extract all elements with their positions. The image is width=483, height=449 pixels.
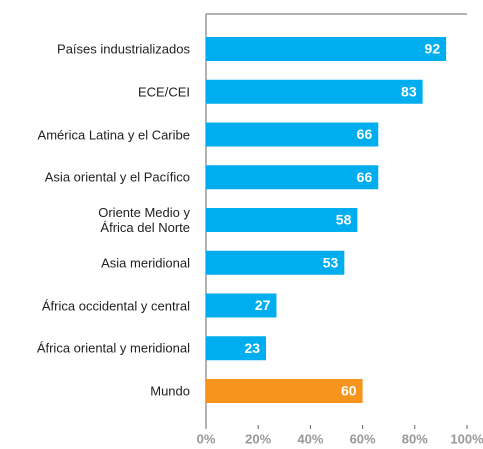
bar <box>206 293 277 318</box>
bar <box>206 250 345 275</box>
category-label: ECE/CEI <box>137 84 190 100</box>
bar <box>206 379 363 403</box>
value-label: 58 <box>336 212 352 228</box>
x-tick-label: 80% <box>402 431 428 446</box>
category-label: África occidental y central <box>41 298 190 313</box>
value-label: 83 <box>401 83 417 99</box>
value-label: 66 <box>357 126 373 142</box>
x-tick-label: 100% <box>450 431 483 446</box>
x-tick-label: 20% <box>245 431 271 446</box>
category-label: Mundo <box>150 383 190 399</box>
category-label: Asia meridional <box>101 255 190 271</box>
value-label: 23 <box>244 340 260 356</box>
bar <box>206 208 358 232</box>
category-label: Países industrializados <box>57 41 190 57</box>
value-label: 27 <box>255 297 271 313</box>
bar <box>206 122 379 147</box>
category-label: Oriente Medio y África del Norte <box>98 205 190 235</box>
bar <box>206 37 447 61</box>
x-tick-label: 0% <box>197 431 216 446</box>
bar <box>206 165 379 190</box>
value-label: 53 <box>323 254 339 270</box>
value-label: 92 <box>425 41 441 57</box>
bar <box>206 336 267 361</box>
bar <box>206 79 423 104</box>
category-label: África oriental y meridional <box>36 340 190 356</box>
value-label: 60 <box>341 383 357 399</box>
x-tick-label: 60% <box>350 431 376 446</box>
category-label: América Latina y el Caribe <box>37 127 190 142</box>
category-label: Asia oriental y el Pacífico <box>44 169 190 185</box>
x-tick-label: 40% <box>297 431 323 446</box>
value-label: 66 <box>357 169 373 185</box>
